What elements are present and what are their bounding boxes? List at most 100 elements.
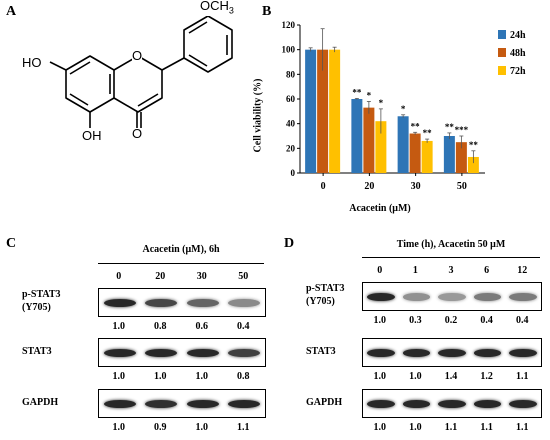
lane-label: 30: [196, 271, 207, 282]
band-ratio: 0.6: [195, 321, 209, 332]
panel-d-header-rule: [362, 257, 540, 258]
blot-row-label: STAT3: [306, 346, 336, 357]
blot-band: [402, 399, 431, 408]
blot-band: [473, 348, 502, 357]
band-ratio: 1.0: [195, 371, 209, 382]
bar-48h-50: [455, 142, 467, 173]
oh-label: OH: [82, 128, 102, 143]
band-ratio: 0.8: [154, 321, 167, 332]
legend-label-24h: 24h: [510, 30, 526, 41]
panel-a-letter: A: [6, 4, 17, 19]
band-ratio: 1.0: [373, 371, 387, 382]
band-ratio: 1.1: [515, 422, 529, 433]
band-ratio: 1.1: [480, 422, 493, 433]
legend-label-48h: 48h: [510, 48, 526, 59]
bar-72h-0: [329, 49, 341, 173]
significance-marker: **: [469, 140, 479, 150]
significance-marker: *: [401, 104, 406, 114]
blot-band: [438, 292, 466, 301]
blot-band: [228, 298, 261, 307]
blot-band: [438, 399, 466, 408]
band-ratio: 1.1: [515, 371, 529, 382]
bar-48h-30: [409, 133, 421, 173]
bar-24h-0: [305, 49, 317, 173]
blot-band: [473, 399, 502, 408]
y-tick-label: 60: [286, 94, 296, 104]
bar-24h-20: [351, 99, 363, 173]
legend-swatch-72h: [498, 66, 506, 75]
y-tick-label: 120: [282, 20, 296, 30]
panel-d-letter: D: [284, 236, 295, 251]
y-tick-label: 100: [282, 45, 296, 55]
x-tick-label: 0: [321, 181, 326, 192]
blot-row-label: STAT3: [22, 346, 52, 357]
blot-band: [145, 298, 178, 307]
y-tick-label: 0: [291, 168, 296, 178]
blot-band: [366, 292, 395, 301]
blot-image: [362, 282, 542, 311]
methoxy-label: OCH3: [200, 0, 234, 16]
bar-72h-20: [375, 121, 387, 173]
blot-band: [509, 348, 538, 357]
significance-marker: **: [352, 87, 362, 97]
band-ratio: 0.2: [444, 315, 458, 326]
blot-image: [98, 288, 266, 317]
band-ratio: 1.0: [409, 371, 422, 382]
lane-label: 0: [116, 271, 122, 282]
legend-swatch-24h: [498, 30, 506, 39]
band-ratio: 0.3: [409, 315, 422, 326]
blot-band: [509, 399, 538, 408]
band-ratio: 1.1: [237, 422, 250, 433]
bar-48h-20: [363, 107, 375, 173]
y-tick-label: 40: [286, 119, 296, 129]
bar-72h-30: [421, 140, 433, 173]
significance-marker: **: [445, 122, 455, 132]
band-ratio: 1.0: [112, 422, 126, 433]
y-tick-label: 20: [286, 143, 296, 153]
panel-c-header-rule: [98, 263, 264, 264]
blot-band: [103, 399, 136, 408]
blot-band: [186, 348, 219, 357]
blot-image: [98, 389, 266, 418]
blot-band: [145, 399, 178, 408]
blot-image: [362, 389, 542, 418]
blot-band: [228, 348, 261, 357]
band-ratio: 1.0: [373, 315, 387, 326]
band-ratio: 0.4: [480, 315, 493, 326]
significance-marker: **: [423, 128, 433, 138]
blot-band: [103, 298, 136, 307]
blot-band: [402, 292, 431, 301]
significance-marker: *: [367, 90, 372, 100]
band-ratio: 1.2: [480, 371, 493, 382]
ho-label: HO: [22, 55, 42, 70]
bar-48h-0: [317, 49, 329, 173]
acacetin-structure: [49, 6, 233, 128]
lane-label: 3: [448, 265, 454, 276]
significance-marker: ***: [455, 125, 469, 135]
band-ratio: 1.4: [444, 371, 458, 382]
band-ratio: 1.0: [112, 371, 126, 382]
blot-row-label: GAPDH: [22, 397, 59, 408]
band-ratio: 0.9: [154, 422, 167, 433]
bar-72h-50: [467, 156, 479, 173]
band-ratio: 1.0: [373, 422, 387, 433]
blot-image: [362, 338, 542, 367]
significance-marker: **: [411, 121, 421, 131]
blot-row-label: p-STAT3 (Y705): [306, 283, 345, 307]
bar-24h-50: [443, 136, 455, 173]
band-ratio: 0.4: [237, 321, 250, 332]
legend-swatch-48h: [498, 48, 506, 57]
band-ratio: 1.0: [195, 422, 209, 433]
bar-24h-30: [397, 116, 409, 173]
blot-band: [473, 292, 502, 301]
carbonyl-oxygen-label: O: [132, 126, 143, 141]
blot-band: [228, 399, 261, 408]
band-ratio: 1.1: [444, 422, 458, 433]
blot-band: [103, 348, 136, 357]
blot-row-label: GAPDH: [306, 397, 343, 408]
y-tick-label: 80: [286, 69, 296, 79]
blot-image: [98, 338, 266, 367]
blot-band: [366, 399, 395, 408]
x-tick-label: 30: [411, 181, 421, 192]
